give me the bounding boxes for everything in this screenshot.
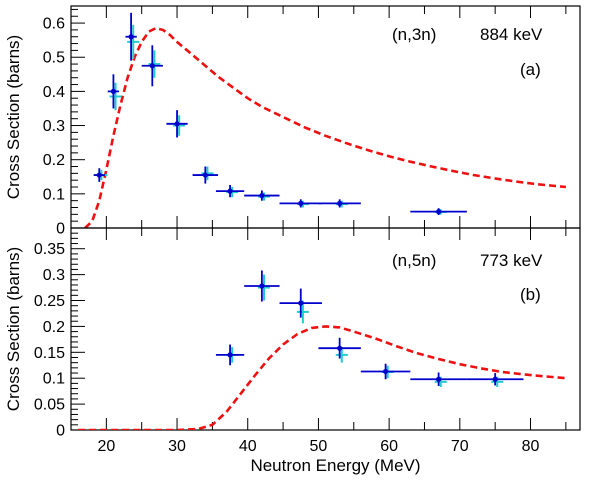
y-tick-label: 0 [56,221,65,238]
y-axis-title: Cross Section (barns) [4,247,23,411]
data-point [259,283,265,289]
data-point [110,88,117,94]
data-point [96,172,102,178]
y-tick-label: 0.05 [34,397,65,414]
model-curve [78,325,567,430]
model-curve [84,26,567,228]
bottom-frame [70,227,581,431]
y-tick-label: 0.4 [43,84,65,101]
data-point [227,188,233,194]
data-point [298,300,304,306]
y-tick-label: 0.25 [34,293,65,310]
x-tick-label: 80 [522,438,540,455]
data-point [436,209,442,215]
y-tick-label: 0.1 [43,186,65,203]
reaction-label: (n,3n) [392,25,436,44]
data-point [337,200,343,207]
x-tick-label: 60 [380,438,398,455]
data-point [337,345,343,351]
y-tick-label: 0.15 [34,345,65,362]
y-tick-label: 0.1 [43,371,65,388]
y-axis-title: Cross Section (barns) [4,35,23,199]
data-point [298,200,304,207]
x-axis-title: Neutron Energy (MeV) [250,456,420,475]
data-point [174,121,180,127]
data-point [259,192,265,199]
y-tick-label: 0.3 [43,118,65,135]
top-panel: 0 0.1 0.2 0.3 0.4 0.5 0.6 Cross Section (barns)… [4,5,581,238]
data-point [227,352,233,358]
data-point [492,376,498,382]
gamma-energy-label: 884 keV [480,25,543,44]
panel-letter: (a) [520,60,541,79]
panel-letter: (b) [520,285,541,304]
y-tick-label: 0.3 [43,267,65,284]
x-tick-label: 30 [168,438,186,455]
data-point [149,63,155,69]
data-point [382,368,389,375]
bottom-panel: 0 0.05 0.1 0.15 0.2 0.25 0.3 0.35 20 30 40 50 60 70 80… [4,227,581,475]
x-tick-label: 70 [451,438,469,455]
y-tick-label: 0.2 [43,319,65,336]
reaction-label: (n,5n) [392,251,436,270]
y-tick-label: 0.35 [34,241,65,258]
gamma-energy-label: 773 keV [480,251,543,270]
y-tick-label: 0.2 [43,152,65,169]
y-tick-label: 0 [56,423,65,440]
data-point [128,34,134,40]
x-tick-label: 40 [239,438,257,455]
y-tick-label: 0.6 [43,16,65,33]
data-point [436,376,442,382]
x-tick-label: 50 [310,438,328,455]
y-tick-label: 0.5 [43,50,65,67]
x-tick-label: 20 [97,438,115,455]
data-point [202,172,208,178]
